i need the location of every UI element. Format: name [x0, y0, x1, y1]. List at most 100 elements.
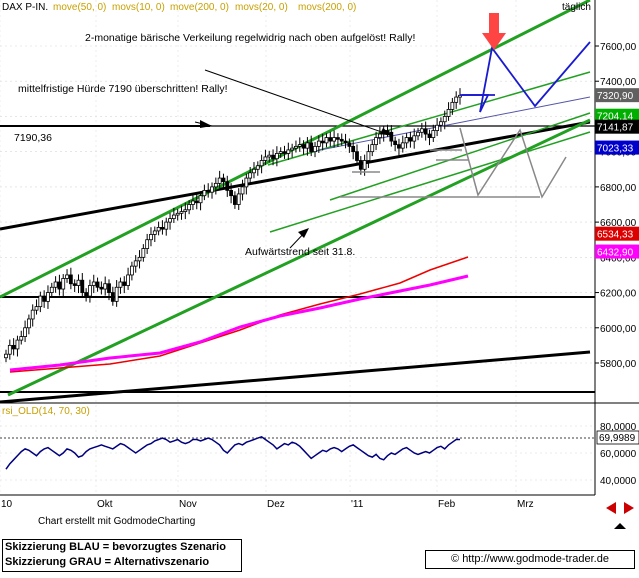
scroll-left-icon[interactable]: [606, 502, 616, 514]
trendline-black-upper: [0, 120, 591, 231]
candle-body: [187, 204, 192, 211]
value-badge: [595, 244, 639, 259]
price-tick-label: 5800,00: [600, 359, 637, 370]
time-tick-label: 10: [1, 499, 13, 510]
time-tick-label: Mrz: [517, 499, 534, 510]
price-tick-label: 7600,00: [600, 42, 637, 53]
candle-body: [294, 145, 298, 149]
candle-body: [76, 279, 81, 286]
candle-body: [435, 124, 440, 131]
timeframe-label: täglich: [562, 2, 591, 13]
candle-body: [7, 344, 12, 355]
candle-body: [400, 142, 405, 149]
candle-body: [191, 200, 195, 205]
indicator-movs20: movs(20, 0): [235, 2, 288, 13]
candle-body: [99, 286, 104, 290]
scroll-right-icon[interactable]: [624, 502, 634, 514]
candle-body: [419, 128, 424, 133]
candle-body: [305, 142, 310, 149]
value-badge-label: 7023,33: [597, 144, 634, 155]
candle-body: [259, 160, 264, 167]
candle-body: [236, 193, 241, 205]
candle-body: [366, 151, 371, 161]
red-down-arrow: [482, 13, 506, 50]
candle-body: [171, 214, 176, 219]
rsi-grid: 80,0000 60,0000 40,0000: [0, 422, 637, 487]
value-badge: [595, 226, 639, 241]
candle-body: [68, 274, 73, 285]
candle-body: [252, 168, 256, 174]
annotation-arrow-head-1: [380, 128, 393, 136]
time-tick-label: Nov: [179, 499, 197, 510]
candle-body: [42, 295, 47, 302]
candle-body: [274, 153, 279, 160]
price-tick-label: 7400,00: [600, 77, 637, 88]
rsi-tick-label: 60,0000: [600, 449, 637, 460]
candle-body: [442, 116, 447, 123]
candle-body: [358, 160, 363, 170]
candle-body: [168, 218, 172, 223]
candle-body: [423, 128, 428, 135]
candle-body: [332, 137, 337, 142]
value-badge-label: 7141,87: [597, 123, 634, 134]
rsi-label: rsi_OLD(14, 70, 30): [2, 406, 90, 417]
candle-body: [145, 239, 150, 249]
candle-body: [107, 283, 111, 293]
time-tick-label: Dez: [267, 499, 285, 510]
moving-average-magenta: [9, 274, 469, 372]
candle-body: [38, 295, 43, 308]
time-tick-label: '11: [351, 499, 364, 510]
price-axis-area: [595, 0, 639, 403]
annotation-level-7190: 7190,36: [14, 132, 52, 144]
indicator-move50: move(50, 0): [53, 2, 106, 13]
candle-body: [217, 177, 222, 184]
candle-body: [370, 144, 375, 153]
candle-body: [49, 286, 54, 293]
candle-body: [313, 145, 317, 153]
value-badge: [595, 108, 639, 123]
candle-body: [213, 182, 218, 188]
candle-body: [34, 306, 39, 311]
annotation-breakout: 2-monatige bärische Verkeilung regelwidr…: [85, 32, 415, 44]
trendline-black-lower: [0, 350, 591, 404]
candle-body: [233, 195, 237, 205]
candle-body: [19, 336, 24, 341]
candle-body: [15, 339, 20, 350]
candle-body: [351, 145, 356, 153]
candle-body: [374, 137, 378, 146]
annotation-arrow-head-2: [200, 120, 212, 128]
candle-body: [290, 147, 295, 151]
candle-body: [202, 190, 207, 197]
candle-body: [282, 151, 287, 154]
candle-body: [91, 281, 96, 286]
candle-body: [404, 137, 409, 144]
value-badge-label: 6534,33: [597, 230, 634, 241]
candle-body: [164, 221, 169, 230]
candle-body: [88, 285, 92, 297]
candle-body: [439, 121, 443, 126]
candle-body: [339, 138, 344, 142]
rsi-value-label: 69,9989: [599, 433, 636, 444]
scenario-gray-path: [459, 127, 567, 199]
candle-body: [244, 177, 249, 188]
candles: [4, 88, 462, 363]
annotation-uptrend: Aufwärtstrend seit 31.8.: [245, 246, 355, 258]
instrument-label: DAX P-IN.: [2, 2, 48, 13]
copyright-link[interactable]: © http://www.godmode-trader.de: [425, 550, 635, 569]
candle-body: [393, 140, 398, 146]
trend-channel-lower: [7, 118, 591, 397]
candle-body: [397, 144, 401, 149]
indicator-movs200: movs(200, 0): [298, 2, 356, 13]
rsi-tick-label: 80,0000: [600, 422, 637, 433]
chart-credit: Chart erstellt mit GodmodeCharting: [38, 516, 196, 527]
candle-body: [194, 200, 199, 204]
time-tick-label: Okt: [97, 499, 113, 510]
zoom-icon[interactable]: [614, 523, 626, 529]
candle-body: [450, 101, 455, 110]
candle-body: [320, 140, 325, 144]
candle-body: [160, 226, 165, 230]
price-tick-label: 6200,00: [600, 289, 637, 300]
candle-body: [61, 278, 66, 290]
